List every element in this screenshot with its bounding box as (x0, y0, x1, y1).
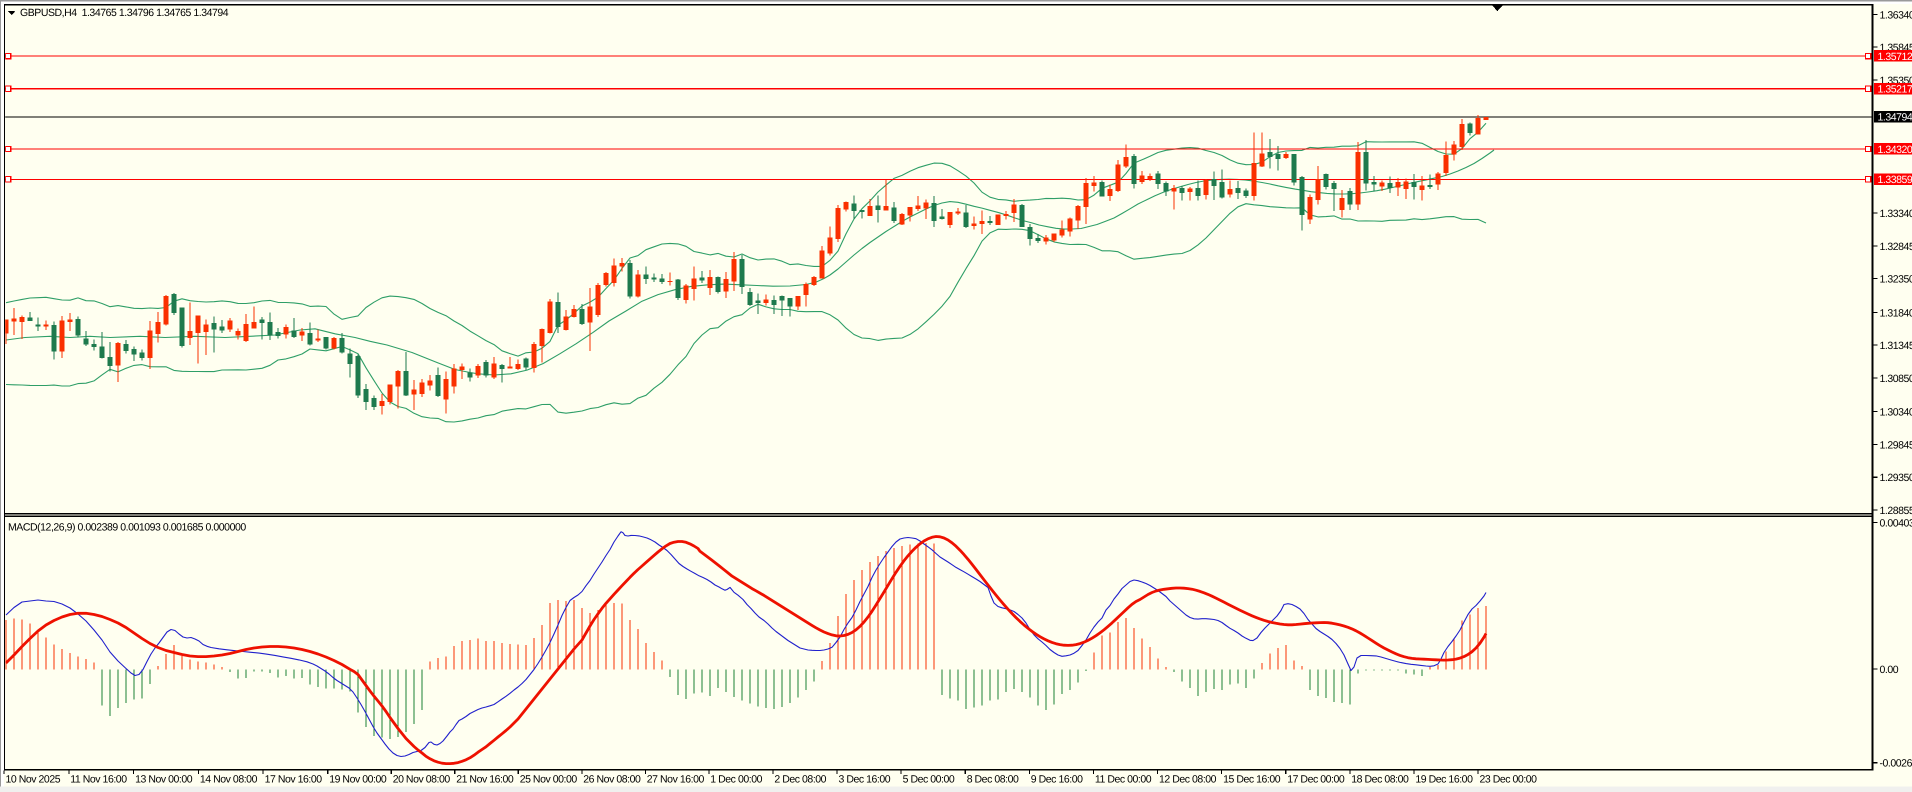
svg-text:11 Dec 00:00: 11 Dec 00:00 (1095, 774, 1152, 786)
svg-text:8 Dec 08:00: 8 Dec 08:00 (967, 774, 1019, 786)
svg-text:1.29350: 1.29350 (1880, 472, 1912, 484)
svg-text:GBPUSD,H4 1.34765 1.34796 1.3: GBPUSD,H4 1.34765 1.34796 1.34765 1.3479… (20, 7, 229, 19)
svg-text:1.34320: 1.34320 (1878, 144, 1912, 156)
svg-text:2 Dec 08:00: 2 Dec 08:00 (774, 774, 826, 786)
svg-text:1.35712: 1.35712 (1878, 51, 1912, 63)
svg-text:MACD(12,26,9) 0.002389 0.00109: MACD(12,26,9) 0.002389 0.001093 0.001685… (8, 522, 246, 534)
svg-text:18 Dec 08:00: 18 Dec 08:00 (1351, 774, 1409, 786)
svg-text:1.32350: 1.32350 (1880, 274, 1912, 286)
svg-text:0.00: 0.00 (1880, 664, 1899, 676)
svg-text:5 Dec 00:00: 5 Dec 00:00 (903, 774, 955, 786)
svg-text:12 Dec 08:00: 12 Dec 08:00 (1159, 774, 1217, 786)
svg-text:1.29845: 1.29845 (1880, 439, 1912, 451)
svg-text:13 Nov 00:00: 13 Nov 00:00 (135, 774, 193, 786)
svg-text:11 Nov 16:00: 11 Nov 16:00 (70, 774, 127, 786)
svg-text:1.31345: 1.31345 (1880, 340, 1912, 352)
svg-text:1.35217: 1.35217 (1878, 84, 1912, 96)
svg-text:1 Dec 00:00: 1 Dec 00:00 (710, 774, 762, 786)
svg-text:1.34794: 1.34794 (1878, 112, 1912, 124)
svg-text:1.30340: 1.30340 (1880, 407, 1912, 419)
svg-text:17 Nov 16:00: 17 Nov 16:00 (265, 774, 323, 786)
svg-text:10 Nov 2025: 10 Nov 2025 (6, 774, 61, 786)
svg-text:14 Nov 08:00: 14 Nov 08:00 (200, 774, 258, 786)
svg-text:20 Nov 08:00: 20 Nov 08:00 (393, 774, 451, 786)
svg-text:1.36340: 1.36340 (1880, 9, 1912, 21)
svg-text:0.004031: 0.004031 (1880, 518, 1912, 530)
svg-text:1.33340: 1.33340 (1880, 208, 1912, 220)
svg-text:1.32845: 1.32845 (1880, 241, 1912, 253)
svg-text:23 Dec 00:00: 23 Dec 00:00 (1480, 774, 1538, 786)
svg-text:19 Dec 16:00: 19 Dec 16:00 (1415, 774, 1473, 786)
svg-text:1.31840: 1.31840 (1880, 307, 1912, 319)
svg-text:27 Nov 16:00: 27 Nov 16:00 (647, 774, 705, 786)
svg-text:19 Nov 00:00: 19 Nov 00:00 (329, 774, 387, 786)
svg-text:21 Nov 16:00: 21 Nov 16:00 (456, 774, 514, 786)
svg-text:9 Dec 16:00: 9 Dec 16:00 (1031, 774, 1083, 786)
svg-text:1.30850: 1.30850 (1880, 373, 1912, 385)
svg-text:17 Dec 00:00: 17 Dec 00:00 (1287, 774, 1345, 786)
svg-text:25 Nov 00:00: 25 Nov 00:00 (520, 774, 578, 786)
svg-text:26 Nov 08:00: 26 Nov 08:00 (583, 774, 641, 786)
svg-text:3 Dec 16:00: 3 Dec 16:00 (839, 774, 891, 786)
svg-text:1.28855: 1.28855 (1880, 505, 1912, 517)
svg-text:1.33859: 1.33859 (1878, 174, 1912, 186)
svg-text:-0.00264: -0.00264 (1880, 758, 1912, 770)
svg-text:15 Dec 16:00: 15 Dec 16:00 (1223, 774, 1281, 786)
